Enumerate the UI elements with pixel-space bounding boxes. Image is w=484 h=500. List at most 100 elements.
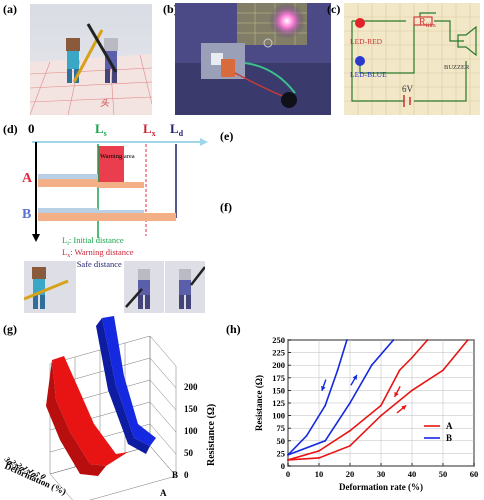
- photo-d-right: [165, 261, 205, 313]
- chart-g-zlabel: Resistance (Ω): [206, 404, 217, 466]
- chart-h-y-tick-label: 25: [277, 448, 286, 458]
- chart-h-point-0-6: [466, 339, 469, 341]
- r-film-label: Rfilm: [419, 17, 436, 29]
- lx-label: Lx: [143, 121, 156, 138]
- chart-g-x-tick-5: 5: [32, 471, 42, 479]
- chart-h-point-1-4: [398, 369, 401, 372]
- chart-h-point-0-2: [349, 444, 351, 447]
- chart-h-point-0-1: [318, 457, 320, 459]
- chart-h-point-3-3: [336, 369, 339, 372]
- chart-h-point-1-3: [380, 404, 382, 407]
- chart-g-xlabel: Deformation (%): [3, 461, 68, 497]
- chart-g-x-tick-25: 25: [8, 459, 20, 470]
- distance-axis-arrow: [200, 138, 208, 146]
- photo-d-left-graphic: [24, 261, 76, 313]
- chart-h-y-tick-label: 200: [272, 360, 285, 370]
- led-red-label: LED-RED: [350, 37, 383, 46]
- chart-h-point-1-0: [287, 459, 289, 461]
- chart-h-x-tick-label: 60: [470, 469, 479, 479]
- chart-h-y-tick-label: 0: [281, 461, 285, 471]
- chart-h-arrowhead-3: [321, 385, 326, 391]
- chart-g-surface-b: [102, 316, 156, 446]
- chart-g-x-tick-10: 10: [26, 468, 38, 479]
- chart-h-legend-label-A: A: [446, 421, 453, 431]
- row-b-film-orange: [38, 213, 176, 221]
- chart-g-z-tick-200: 200: [184, 382, 198, 392]
- legend-warning: Lx: Warning distance: [62, 247, 134, 259]
- panel-label-d: (d): [3, 122, 18, 136]
- chart-g-z-tick-100: 100: [184, 426, 198, 436]
- chart-h-y-tick-label: 225: [272, 348, 285, 358]
- chart-g-z-tick-50: 50: [184, 448, 194, 458]
- zero-label: 0: [28, 121, 35, 136]
- row-a-film-blue: [38, 174, 98, 179]
- row-b-film-stretched-blue: [98, 210, 144, 213]
- chart-h-x-tick-label: 0: [286, 469, 290, 479]
- ld-label: Ld: [170, 121, 184, 138]
- chart-h: 0 10 20 30 40 50 60 0 25 50 75 100 125 150 175 200 225 25…: [254, 335, 479, 492]
- chart-g-z-tick-150: 150: [184, 404, 198, 414]
- chart-h-point-0-4: [411, 389, 413, 392]
- legend-initial: Li: Initial distance: [62, 235, 124, 247]
- chart-h-point-1-6: [426, 339, 429, 341]
- voltage-label: 6V: [402, 84, 414, 94]
- chart-h-point-3-4: [346, 339, 348, 341]
- chart-h-point-1-2: [349, 429, 351, 432]
- photo-d-mid: [124, 261, 164, 313]
- chart-h-point-3-1: [305, 434, 308, 437]
- chart-h-point-2-1: [324, 439, 327, 442]
- photo-d-mid-graphic: [124, 261, 164, 313]
- chart-h-point-0-3: [380, 414, 382, 417]
- ls-label: Ls: [95, 121, 107, 138]
- panel-label-f: (f): [220, 200, 232, 214]
- circuit-graphic: Rfilm LED-RED LED-BLUE BUZZER 6V: [344, 3, 480, 115]
- photo-b-graphic: [175, 3, 331, 115]
- chart-h-point-1-1: [318, 449, 320, 452]
- panel-label-a: (a): [3, 2, 17, 16]
- chart-h-y-tick-label: 125: [272, 398, 285, 408]
- chart-g-surface-a: [52, 356, 128, 466]
- chart-h-arrowhead-2: [352, 374, 357, 380]
- panel-label-b: (b): [163, 2, 178, 16]
- chart-g-x-tick-20: 20: [14, 462, 26, 473]
- chart-h-arrowhead-0: [401, 405, 407, 411]
- chart-h-point-2-3: [370, 364, 373, 367]
- photo-d-left: [24, 261, 76, 313]
- panel-label-c: (c): [327, 2, 341, 16]
- chart-h-x-tick-label: 20: [346, 469, 355, 479]
- photo-a-graphic: 头: [30, 4, 152, 115]
- chart-h-point-1-5: [411, 356, 413, 359]
- photo-a: 头: [30, 4, 152, 115]
- chart-h-point-2-4: [392, 339, 395, 341]
- chart-h-x-tick-label: 30: [377, 469, 386, 479]
- row-a-film-stretched: [98, 182, 144, 188]
- circuit-diagram: Rfilm LED-RED LED-BLUE BUZZER 6V: [344, 3, 480, 115]
- chart-h-point-0-5: [442, 369, 444, 372]
- chart-h-ylabel: Resistance (Ω): [254, 375, 264, 431]
- chart-g-x-tick-15: 15: [20, 465, 32, 476]
- row-a-film-orange: [38, 179, 98, 187]
- chart-h-series-1: [287, 339, 429, 461]
- chart-g-x-tick-0: 0: [38, 473, 48, 481]
- panel-label-e: (e): [220, 129, 234, 143]
- chart-h-point-2-2: [349, 402, 351, 404]
- chart-h-x-tick-label: 40: [408, 469, 417, 479]
- chart-g-cat-a: A: [160, 488, 167, 498]
- row-b-film-blue: [38, 208, 98, 213]
- row-a-label: A: [22, 171, 33, 186]
- chart-g-3d: 0 50 100 150 200 A B Resistance (Ω) 0 5 …: [2, 316, 217, 500]
- svg-text:头: 头: [100, 98, 110, 108]
- chart-h-y-tick-label: 75: [277, 423, 286, 433]
- chart-h-y-tick-label: 250: [272, 335, 285, 345]
- photo-b: [175, 3, 331, 115]
- chart-g-surface-a-side: [46, 360, 106, 476]
- row-b-label: B: [22, 207, 31, 222]
- panel-label-h: (h): [226, 322, 241, 336]
- chart-h-point-3-2: [324, 404, 327, 407]
- chart-g-x-tick-30: 30: [2, 456, 14, 467]
- warning-area-label: Warning area: [100, 153, 135, 160]
- chart-h-y-tick-label: 100: [272, 411, 285, 421]
- chart-h-point-3-0: [287, 454, 289, 456]
- warning-area: [98, 146, 124, 182]
- buzzer-label: BUZZER: [444, 64, 470, 71]
